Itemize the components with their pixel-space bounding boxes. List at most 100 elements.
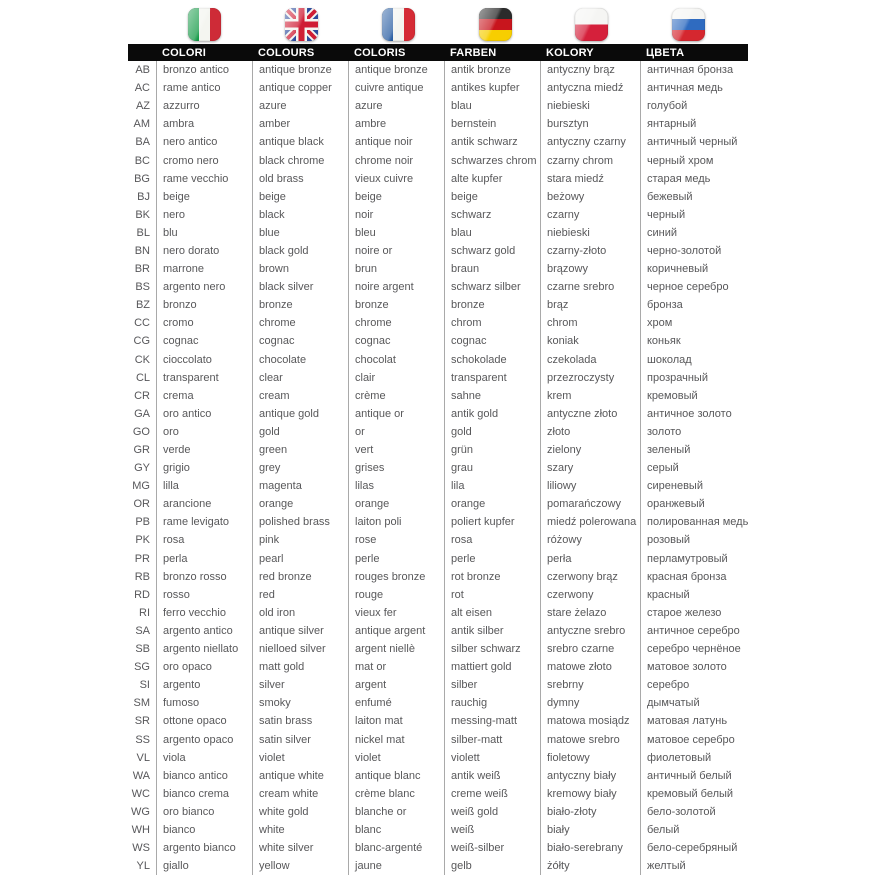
header-cveta: ЦВЕТА <box>646 46 685 59</box>
cell-it: viola <box>156 748 252 767</box>
cell-fr: chrome <box>348 314 444 333</box>
cell-it: bianco crema <box>156 784 252 803</box>
cell-pl: miedź polerowana <box>540 513 640 532</box>
table-row: GO oro gold or gold złoto золото <box>128 422 748 441</box>
cell-de: grün <box>444 440 540 460</box>
cell-fr: laiton mat <box>348 712 444 731</box>
cell-de: gold <box>444 422 540 441</box>
cell-en: antique bronze <box>252 61 348 80</box>
cell-it: oro opaco <box>156 658 252 677</box>
cell-fr: rouges bronze <box>348 567 444 586</box>
cell-fr: nickel mat <box>348 730 444 749</box>
cell-en: magenta <box>252 477 348 496</box>
cell-pl: biały <box>540 820 640 840</box>
cell-it: argento nero <box>156 278 252 297</box>
cell-it: argento <box>156 676 252 695</box>
cell-pl: niebieski <box>540 97 640 116</box>
cell-it: grigio <box>156 459 252 478</box>
cell-de: orange <box>444 495 540 514</box>
cell-de: weiß gold <box>444 802 540 821</box>
row-code: BS <box>135 281 150 294</box>
row-code: CR <box>134 389 150 402</box>
cell-pl: beżowy <box>540 187 640 206</box>
cell-pl: antyczny brąz <box>540 61 640 80</box>
cell-en: cognac <box>252 332 348 351</box>
row-code: CG <box>133 335 151 348</box>
cell-en: red bronze <box>252 567 348 586</box>
cell-it: crema <box>156 386 252 405</box>
cell-de: rosa <box>444 531 540 550</box>
cell-pl: srebro czarne <box>540 640 640 659</box>
cell-fr: antique noir <box>348 133 444 152</box>
cell-it: argento bianco <box>156 839 252 858</box>
cell-ru: черно-золотой <box>640 241 748 261</box>
cell-it: verde <box>156 440 252 460</box>
cell-it: marrone <box>156 260 252 279</box>
table-row: BG rame vecchio old brass vieux cuivre alte … <box>128 169 748 188</box>
row-code: PK <box>135 534 150 547</box>
cell-ru: матовая латунь <box>640 712 748 731</box>
cell-pl: czerwony brąz <box>540 567 640 586</box>
cell-pl: bursztyn <box>540 115 640 134</box>
cell-it: bianco antico <box>156 766 252 785</box>
cell-ru: дымчатый <box>640 694 748 713</box>
cell-pl: perła <box>540 549 640 568</box>
row-code: SB <box>135 643 150 656</box>
cell-en: cream <box>252 386 348 405</box>
cell-it: bronzo <box>156 296 252 315</box>
cell-de: weiß-silber <box>444 839 540 858</box>
cell-fr: chocolat <box>348 350 444 369</box>
cell-en: satin silver <box>252 730 348 749</box>
color-translation-table: COLORI COLOURS COLORIS FARBEN KOLORY ЦВЕ… <box>128 0 748 875</box>
cell-de: chrom <box>444 314 540 333</box>
row-code: GO <box>132 425 150 438</box>
cell-en: antique white <box>252 766 348 785</box>
table-row: CC cromo chrome chrome chrom chrom хром <box>128 314 748 333</box>
row-code: GY <box>134 462 150 475</box>
table-row: CG cognac cognac cognac cognac koniak коньяк <box>128 332 748 351</box>
cell-it: nero <box>156 205 252 224</box>
cell-en: beige <box>252 187 348 206</box>
table-row: BA nero antico antique black antique noir an… <box>128 133 748 152</box>
cell-de: schokolade <box>444 350 540 369</box>
table-row: AC rame antico antique copper cuivre antiqu… <box>128 79 748 98</box>
row-code: AZ <box>135 100 150 113</box>
cell-en: red <box>252 585 348 604</box>
cell-en: antique black <box>252 133 348 152</box>
cell-de: antik weiß <box>444 766 540 785</box>
cell-pl: antyczna miedź <box>540 79 640 98</box>
row-code: WG <box>131 805 150 818</box>
cell-ru: синий <box>640 223 748 242</box>
cell-pl: różowy <box>540 531 640 550</box>
cell-pl: niebieski <box>540 223 640 242</box>
cell-it: rame levigato <box>156 513 252 532</box>
cell-de: gelb <box>444 857 540 875</box>
cell-it: bianco <box>156 820 252 840</box>
cell-it: beige <box>156 187 252 206</box>
cell-pl: czarny-złoto <box>540 241 640 261</box>
cell-pl: matowe złoto <box>540 658 640 677</box>
row-code: PB <box>135 516 150 529</box>
cell-fr: vieux cuivre <box>348 169 444 188</box>
row-code: GR <box>133 444 151 457</box>
table-row: YL giallo yellow jaune gelb żółty желтый <box>128 857 748 875</box>
cell-fr: noire argent <box>348 278 444 297</box>
cell-fr: argent <box>348 676 444 695</box>
cell-ru: красная бронза <box>640 567 748 586</box>
cell-fr: enfumé <box>348 694 444 713</box>
cell-fr: bleu <box>348 223 444 242</box>
row-code: WH <box>131 823 150 836</box>
cell-fr: blanche or <box>348 802 444 821</box>
cell-de: messing-matt <box>444 712 540 731</box>
cell-it: ferro vecchio <box>156 603 252 622</box>
cell-pl: fioletowy <box>540 748 640 767</box>
cell-ru: серый <box>640 459 748 478</box>
cell-ru: шоколад <box>640 350 748 369</box>
cell-pl: złoto <box>540 422 640 441</box>
table-row: SA argento antico antique silver antique ar… <box>128 621 748 640</box>
table-row: BJ beige beige beige beige beżowy бежевый <box>128 187 748 206</box>
cell-de: silber schwarz <box>444 640 540 659</box>
cell-de: alt eisen <box>444 603 540 622</box>
row-code: SI <box>139 679 150 692</box>
cell-en: chocolate <box>252 350 348 369</box>
